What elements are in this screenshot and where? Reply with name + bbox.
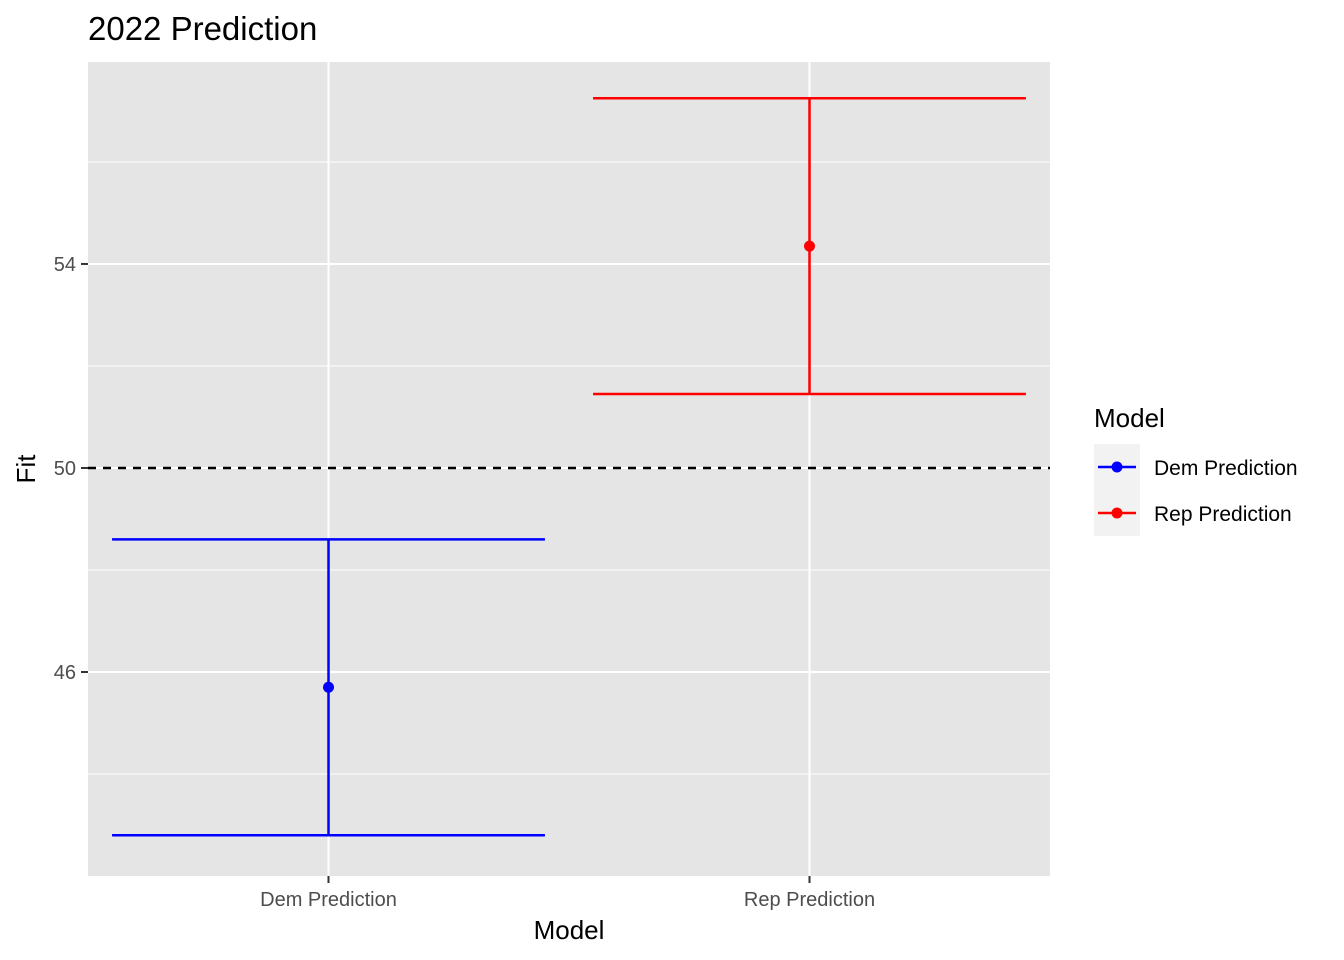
legend-label-1: Rep Prediction <box>1154 503 1292 526</box>
legend: Model Dem Prediction Rep Prediction <box>1094 403 1298 536</box>
legend-title: Model <box>1094 403 1165 433</box>
legend-key-point-1 <box>1111 507 1123 519</box>
x-axis-title: Model <box>534 915 605 945</box>
x-tick-label-0: Dem Prediction <box>260 889 397 911</box>
fit-points <box>323 240 815 693</box>
fit-point-0 <box>323 681 334 693</box>
y-axis-ticks: 46 50 54 <box>54 254 88 684</box>
y-tick-label-2: 54 <box>54 254 76 276</box>
y-tick-label-1: 50 <box>54 458 76 480</box>
chart-title: 2022 Prediction <box>88 10 317 47</box>
x-axis-ticks: Dem Prediction Rep Prediction <box>260 876 875 911</box>
legend-label-0: Dem Prediction <box>1154 457 1298 480</box>
legend-entries: Dem Prediction Rep Prediction <box>1094 444 1298 536</box>
legend-entry-0: Dem Prediction <box>1094 444 1298 490</box>
y-axis-title: Fit <box>11 454 41 484</box>
legend-key-point-0 <box>1111 461 1123 473</box>
x-tick-label-1: Rep Prediction <box>744 889 875 911</box>
y-tick-label-0: 46 <box>54 662 76 684</box>
legend-entry-1: Rep Prediction <box>1094 490 1292 536</box>
fit-point-1 <box>804 240 815 252</box>
minor-gridlines <box>88 161 1050 775</box>
